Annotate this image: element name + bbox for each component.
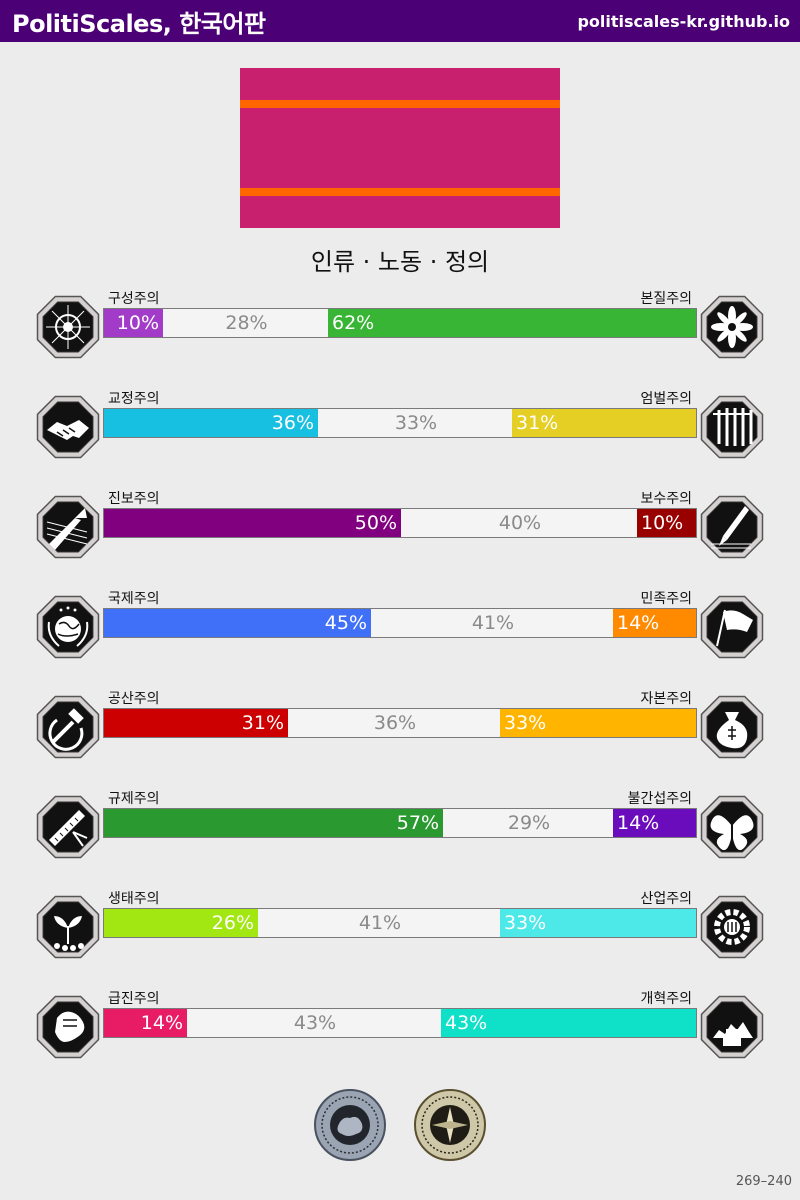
fist-icon [36, 995, 100, 1059]
axis-bar: 50% 40% 10% [103, 508, 697, 538]
axis-left-segment: 31% [104, 709, 288, 737]
handshake-icon[interactable] [33, 392, 103, 462]
axis-right-label: 산업주의 [640, 891, 692, 907]
quill-pen-icon [700, 495, 764, 559]
axis-right-label: 민족주의 [640, 591, 692, 607]
money-bag-icon[interactable] [697, 692, 767, 762]
flag-graphic [240, 68, 560, 228]
hammer-sickle-icon[interactable] [33, 692, 103, 762]
quill-pen-icon[interactable] [697, 492, 767, 562]
axis-right-label: 엄벌주의 [640, 391, 692, 407]
butterfly-icon [700, 795, 764, 859]
axis-left-label: 진보주의 [108, 491, 160, 507]
axis-right-label: 불간섭주의 [627, 791, 692, 807]
flower-icon [700, 295, 764, 359]
axis-left-label: 규제주의 [108, 791, 160, 807]
flower-icon[interactable] [697, 292, 767, 362]
axis-left-segment: 14% [104, 1009, 187, 1037]
axis-right-label: 보수주의 [640, 491, 692, 507]
axis-left-segment: 50% [104, 509, 401, 537]
axis-left-segment: 45% [104, 609, 371, 637]
axis-right-segment: 43% [441, 1009, 696, 1037]
flag-icon[interactable] [697, 592, 767, 662]
axis-right-segment: 14% [613, 809, 696, 837]
eye-web-icon [36, 295, 100, 359]
ruler-compass-icon[interactable] [33, 792, 103, 862]
axis-bar: 36% 33% 31% [103, 408, 697, 438]
sprout-icon [36, 895, 100, 959]
result-flag [240, 68, 560, 228]
eye-web-icon[interactable] [33, 292, 103, 362]
axis-middle-segment: 36% [373, 712, 417, 734]
axis-bar: 26% 41% 33% [103, 908, 697, 938]
result-title: 인류 · 노동 · 정의 [310, 248, 490, 276]
axis-bar: 57% 29% 14% [103, 808, 697, 838]
brain-seal-icon[interactable] [313, 1088, 387, 1162]
city-ballot-icon [700, 995, 764, 1059]
axis-row: 생태주의 산업주의 26% 41% 33% [0, 890, 800, 970]
axis-right-label: 본질주의 [640, 291, 692, 307]
axis-right-segment: 14% [613, 609, 696, 637]
axis-right-segment: 31% [512, 409, 696, 437]
axis-left-label: 공산주의 [108, 691, 160, 707]
axis-row: 구성주의 본질주의 10% 28% 62% [0, 290, 800, 370]
flag-icon [700, 595, 764, 659]
axis-left-label: 구성주의 [108, 291, 160, 307]
axis-middle-segment: 33% [394, 412, 438, 434]
gear-icon[interactable] [697, 892, 767, 962]
rocket-icon[interactable] [33, 492, 103, 562]
axis-left-label: 급진주의 [108, 991, 160, 1007]
axis-middle-segment: 28% [225, 312, 268, 334]
handshake-icon [36, 395, 100, 459]
fist-icon[interactable] [33, 992, 103, 1062]
gear-icon [700, 895, 764, 959]
badges-row [0, 1088, 800, 1164]
axis-left-segment: 57% [104, 809, 443, 837]
axis-right-segment: 33% [500, 709, 696, 737]
axis-row: 규제주의 불간섭주의 57% 29% 14% [0, 790, 800, 870]
prison-bars-icon[interactable] [697, 392, 767, 462]
footer-range: 269–240 [735, 1174, 792, 1189]
app-header: PolitiScales, 한국어판 politiscales-kr.githu… [0, 0, 800, 42]
axis-middle-segment: 41% [471, 612, 515, 634]
butterfly-icon[interactable] [697, 792, 767, 862]
axis-right-label: 개혁주의 [640, 991, 692, 1007]
axis-right-segment: 33% [500, 909, 696, 937]
axis-left-segment: 36% [104, 409, 318, 437]
globe-laurel-icon [36, 595, 100, 659]
axis-row: 교정주의 엄벌주의 36% 33% 31% [0, 390, 800, 470]
site-link[interactable]: politiscales-kr.github.io [577, 11, 790, 31]
axis-middle-segment: 29% [507, 812, 551, 834]
axis-left-label: 교정주의 [108, 391, 160, 407]
axis-row: 진보주의 보수주의 50% 40% 10% [0, 490, 800, 570]
axis-row: 공산주의 자본주의 31% 36% 33% [0, 690, 800, 770]
hammer-sickle-icon [36, 695, 100, 759]
ruler-compass-icon [36, 795, 100, 859]
axis-left-label: 국제주의 [108, 591, 160, 607]
money-bag-icon [700, 695, 764, 759]
axis-left-segment: 10% [104, 309, 163, 337]
prison-bars-icon [700, 395, 764, 459]
globe-laurel-icon[interactable] [33, 592, 103, 662]
axis-bar: 14% 43% 43% [103, 1008, 697, 1038]
sprout-icon[interactable] [33, 892, 103, 962]
app-title: PolitiScales, 한국어판 [12, 9, 266, 38]
city-ballot-icon[interactable] [697, 992, 767, 1062]
axis-row: 급진주의 개혁주의 14% 43% 43% [0, 990, 800, 1070]
axis-bar: 10% 28% 62% [103, 308, 697, 338]
compass-seal-icon[interactable] [413, 1088, 487, 1162]
axis-middle-segment: 40% [498, 512, 542, 534]
rocket-icon [36, 495, 100, 559]
axis-middle-segment: 41% [358, 912, 402, 934]
axis-left-segment: 26% [104, 909, 258, 937]
axis-left-label: 생태주의 [108, 891, 160, 907]
axis-middle-segment: 43% [293, 1012, 337, 1034]
axis-right-segment: 10% [637, 509, 696, 537]
axis-right-label: 자본주의 [640, 691, 692, 707]
axis-row: 국제주의 민족주의 45% 41% 14% [0, 590, 800, 670]
axis-bar: 45% 41% 14% [103, 608, 697, 638]
axis-right-segment: 62% [328, 309, 696, 337]
axis-bar: 31% 36% 33% [103, 708, 697, 738]
